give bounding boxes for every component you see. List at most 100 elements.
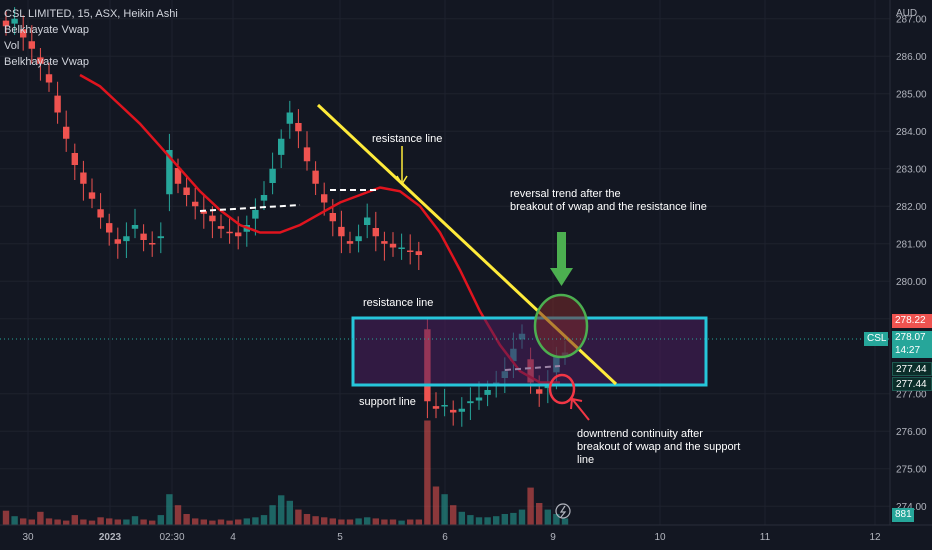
volume-bar — [398, 520, 405, 525]
volume-bar — [527, 487, 534, 525]
vwap-center-line-1 — [199, 204, 301, 212]
candle-body — [467, 401, 474, 404]
volume-bar — [192, 518, 199, 525]
candle-body — [295, 123, 302, 132]
candle-body — [441, 405, 448, 407]
volume-bar — [63, 520, 70, 525]
candle-body — [407, 250, 414, 252]
candle-body — [97, 209, 104, 218]
candle-body — [28, 41, 35, 49]
candle-body — [536, 389, 543, 394]
candle-body — [312, 170, 319, 184]
price-tick-label: 283.00 — [896, 164, 927, 175]
candle-body — [458, 408, 465, 412]
price-tick-label: 285.00 — [896, 89, 927, 100]
candle-body — [346, 241, 354, 244]
volume-bar — [71, 515, 78, 525]
volume-bar — [544, 509, 551, 525]
volume-bar — [2, 510, 10, 525]
candle-body — [475, 397, 483, 401]
legend-indicator-vol[interactable]: Vol — [4, 40, 20, 52]
volume-bar — [536, 503, 543, 525]
candle-body — [149, 243, 156, 245]
candle-body — [2, 20, 10, 27]
candle-body — [131, 225, 139, 229]
candle-body — [415, 251, 422, 255]
volume-bar — [553, 514, 560, 525]
candle-body — [372, 228, 379, 237]
lightning-badge-icon[interactable] — [555, 503, 571, 519]
volume-bar — [140, 519, 147, 525]
volume-bar — [114, 519, 121, 525]
candle-body — [192, 201, 199, 207]
volume-bar — [424, 420, 431, 525]
candle-body — [80, 172, 87, 184]
candle-body — [88, 192, 96, 199]
candle-body — [209, 215, 216, 222]
annotation-arrowhead-icon — [396, 175, 408, 186]
time-tick-label: 4 — [230, 532, 236, 543]
volume-bar — [88, 520, 96, 525]
volume-bar — [303, 514, 311, 525]
volume-bar — [415, 519, 422, 525]
annotation-downtrend-3: line — [577, 454, 595, 466]
volume-bar — [131, 516, 139, 525]
legend-indicator-vwap-2[interactable]: Belkhayate Vwap — [4, 56, 89, 68]
red-arrow-shaft — [572, 399, 590, 421]
time-axis[interactable]: 30 2023 02:30 4 5 6 9 10 11 12 — [0, 524, 932, 543]
volume-bar — [200, 519, 207, 525]
volume-bar — [97, 517, 104, 525]
candle-body — [484, 390, 491, 395]
volume-bar — [45, 518, 53, 525]
volume-bar — [166, 494, 173, 525]
volume-bar — [183, 514, 190, 525]
price-tick-label: 276.00 — [896, 427, 927, 438]
candle-body — [389, 243, 397, 248]
candle-body — [174, 168, 182, 184]
price-axis[interactable]: 287.00 286.00 285.00 284.00 283.00 282.00 281.… — [889, 0, 927, 525]
candle-body — [329, 213, 336, 222]
candle-body — [54, 95, 61, 113]
legend-symbol[interactable]: CSL LIMITED, 15, ASX, Heikin Ashi — [4, 8, 178, 20]
volume-bars — [2, 420, 569, 525]
red-breakdown-circle — [548, 373, 576, 405]
volume-bar — [226, 520, 233, 525]
legend-indicator-vwap[interactable]: Belkhayate Vwap — [4, 24, 89, 36]
green-arrow-icon — [550, 232, 573, 286]
candle-body — [398, 247, 405, 249]
annotation-downtrend-2: breakout of vwap and the support — [577, 441, 741, 453]
time-tick-label: 5 — [337, 532, 343, 543]
vwap-red-line — [79, 73, 560, 384]
volume-bar — [286, 500, 293, 525]
annotation-resistance-box: resistance line — [363, 297, 434, 309]
volume-bar — [123, 519, 130, 525]
volume-bar — [174, 505, 182, 525]
countdown-tag: 14:27 — [892, 344, 932, 358]
volume-bar — [28, 519, 35, 525]
volume-bar — [510, 512, 517, 525]
annotation-resistance-top: resistance line — [372, 133, 443, 145]
symbol-tag[interactable]: CSL — [864, 332, 888, 346]
time-tick-label: 6 — [442, 532, 448, 543]
volume-bar — [11, 516, 18, 525]
red-arrow-head-icon — [570, 397, 583, 410]
candle-body — [303, 147, 311, 162]
volume-bar — [157, 515, 164, 525]
level-tag-1: 277.44 — [892, 362, 932, 376]
candle-body — [37, 57, 44, 64]
candle-body — [286, 112, 293, 124]
candle-body — [338, 226, 345, 237]
candle-body — [260, 195, 268, 201]
annotation-reversal-1: reversal trend after the — [510, 188, 621, 200]
price-tick-label: 284.00 — [896, 127, 927, 138]
support-resistance-box[interactable] — [351, 316, 708, 387]
time-tick-label: 9 — [550, 532, 556, 543]
volume-tag: 881 — [892, 508, 914, 522]
volume-bar — [235, 519, 242, 525]
volume-bar — [346, 519, 354, 525]
price-tick-label: 287.00 — [896, 14, 927, 25]
volume-bar — [278, 495, 285, 525]
candle-body — [63, 126, 70, 139]
candle-body — [157, 236, 164, 239]
